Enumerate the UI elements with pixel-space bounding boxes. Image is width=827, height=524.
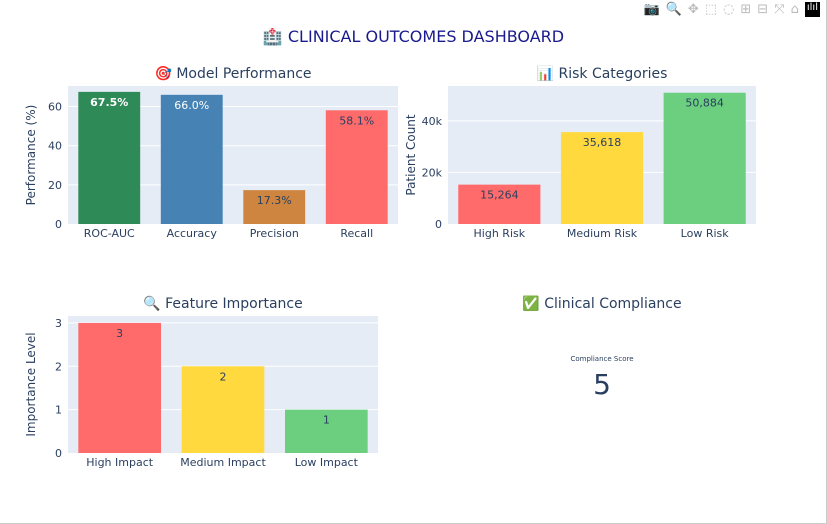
x-tick-label: Low Risk (681, 227, 730, 240)
y-tick-label: 2 (55, 360, 62, 373)
bar-high-risk (458, 184, 541, 224)
indicator-label: Compliance Score (570, 355, 634, 363)
chart-title-feature-importance: 🔍 Feature Importance (143, 296, 303, 312)
bar-data-label: 15,264 (480, 189, 519, 202)
x-tick-label: High Risk (474, 227, 526, 240)
camera-icon[interactable]: 📷 (643, 2, 660, 17)
y-tick-label: 0 (435, 218, 442, 231)
x-tick-label: High Impact (86, 456, 154, 469)
zoom-icon[interactable]: 🔍 (665, 2, 682, 17)
y-tick-label: 20k (422, 166, 443, 179)
plotly-logo-icon[interactable]: ılıl (804, 2, 820, 17)
y-tick-label: 20 (48, 179, 62, 192)
chart-title-clinical-compliance: ✅ Clinical Compliance (522, 296, 682, 312)
x-tick-label: Low Impact (295, 456, 359, 469)
bar-data-label: 50,884 (685, 97, 724, 110)
bar-data-label: 2 (220, 370, 227, 383)
chart-title-risk-categories: 📊 Risk Categories (536, 66, 668, 82)
chart-title-model-performance: 🎯 Model Performance (154, 66, 312, 82)
bar-data-label: 67.5% (90, 96, 128, 109)
y-tick-label: 0 (55, 447, 62, 460)
y-tick-label: 1 (55, 404, 62, 417)
modebar: 📷 🔍 ✥ ⬚ ◌ ⊞ ⊟ ⤧ ⌂ ılıl (643, 2, 820, 17)
bar-recall (325, 110, 388, 224)
indicator-value: 5 (593, 368, 611, 401)
bar-data-label: 58.1% (339, 114, 374, 127)
y-axis-title: Importance Level (24, 332, 38, 436)
bar-data-label: 35,618 (583, 136, 622, 149)
zoom-out-icon[interactable]: ⊟ (757, 2, 769, 17)
x-tick-label: Accuracy (167, 227, 218, 240)
bar-high-impact (78, 322, 161, 453)
dashboard-title: 🏥 CLINICAL OUTCOMES DASHBOARD (262, 27, 565, 46)
bar-low-risk (663, 92, 746, 225)
bar-medium-impact (181, 366, 265, 453)
home-icon[interactable]: ⌂ (790, 2, 799, 17)
box-select-icon[interactable]: ⬚ (704, 2, 718, 17)
x-tick-label: Medium Impact (180, 456, 266, 469)
autoscale-icon[interactable]: ⤧ (774, 2, 785, 17)
bar-data-label: 17.3% (257, 194, 292, 207)
y-tick-label: 40k (422, 115, 443, 128)
bar-data-label: 1 (323, 414, 330, 427)
x-tick-label: ROC-AUC (84, 227, 135, 240)
lasso-icon[interactable]: ◌ (723, 2, 735, 17)
bar-medium-risk (560, 132, 644, 224)
bar-roc-auc (78, 91, 141, 224)
y-tick-label: 40 (48, 140, 62, 153)
pan-icon[interactable]: ✥ (687, 2, 699, 17)
bar-data-label: 66.0% (174, 99, 209, 112)
bar-precision (243, 190, 306, 224)
y-tick-label: 60 (48, 101, 62, 114)
y-axis-title: Performance (%) (24, 105, 38, 206)
bar-low-impact (285, 409, 368, 453)
y-tick-label: 0 (55, 218, 62, 231)
zoom-in-icon[interactable]: ⊞ (740, 2, 752, 17)
x-tick-label: Recall (340, 227, 373, 240)
bar-accuracy (160, 94, 223, 225)
bar-data-label: 3 (116, 327, 123, 340)
x-tick-label: Medium Risk (567, 227, 638, 240)
x-tick-label: Precision (250, 227, 299, 240)
y-tick-label: 3 (55, 317, 62, 330)
y-axis-title: Patient Count (404, 114, 418, 196)
